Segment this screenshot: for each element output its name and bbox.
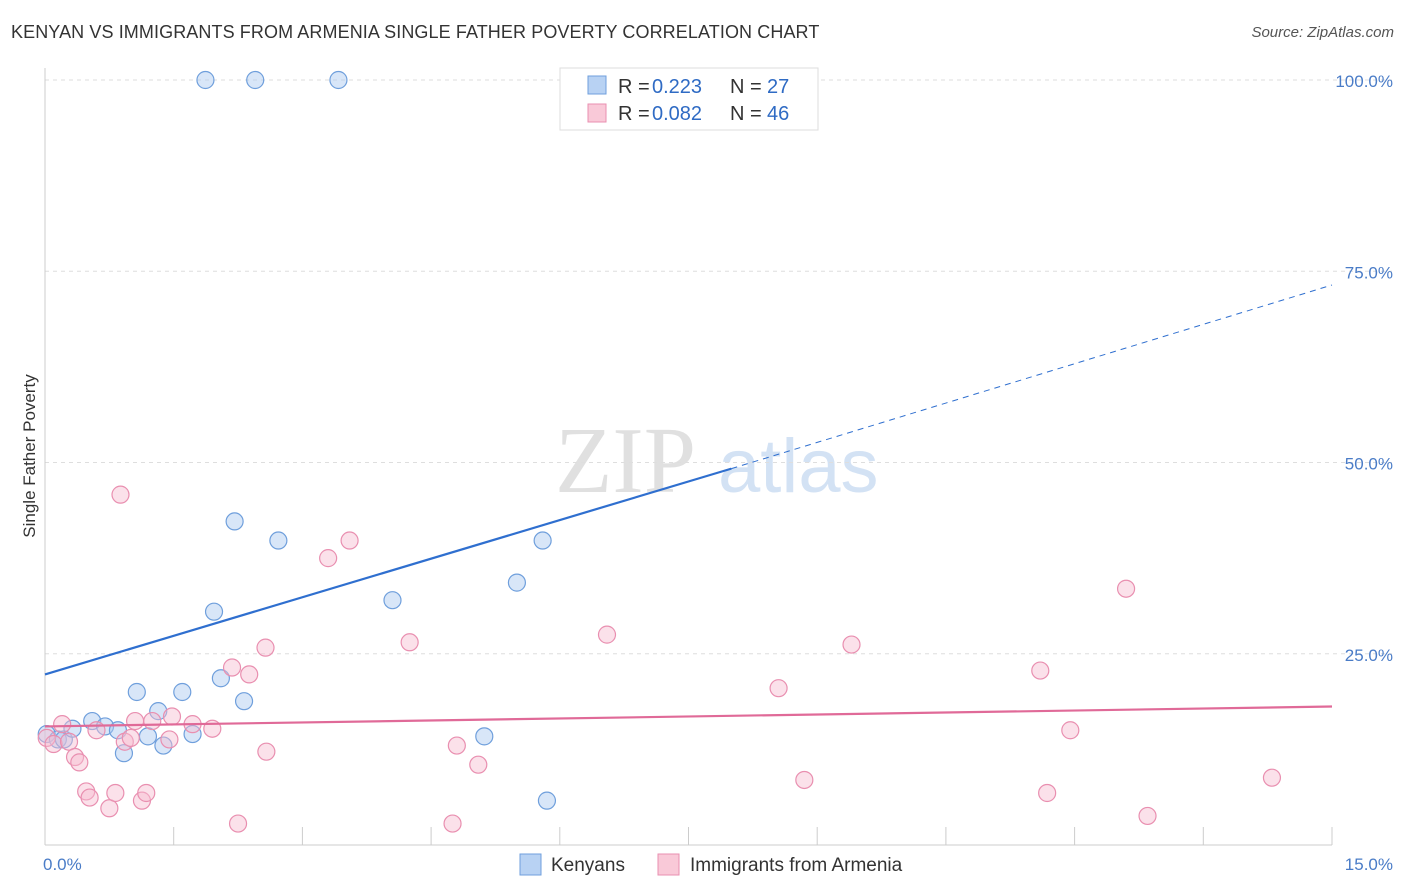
armenia-point — [240, 665, 259, 684]
legend-r-label-2: R = — [618, 103, 650, 125]
armenia-point — [160, 730, 179, 749]
kenyan-point — [127, 682, 146, 702]
bottom-legend-swatch-armenia — [657, 853, 680, 876]
armenia-point — [842, 635, 861, 654]
armenia-point — [400, 633, 419, 652]
y-tick-label: 100.0% — [1335, 72, 1393, 91]
watermark-atlas: atlas — [718, 424, 879, 509]
legend-box: R = 0.223 N = 27 R = 0.082 N = 46 — [559, 67, 819, 131]
armenia-point — [1031, 661, 1050, 680]
armenia-point — [143, 711, 162, 731]
kenyan-point — [475, 727, 494, 746]
bottom-legend-label-armenia: Immigrants from Armenia — [690, 855, 903, 876]
chart-title: KENYAN VS IMMIGRANTS FROM ARMENIA SINGLE… — [11, 22, 820, 42]
series-kenyans-points — [37, 70, 557, 810]
kenyan-point — [246, 70, 265, 90]
kenyan-trendline-extension — [731, 284, 1333, 470]
armenia-point — [257, 742, 276, 761]
kenyan-point — [234, 692, 254, 711]
y-axis-title: Single Father Poverty — [20, 374, 39, 538]
armenia-point — [340, 531, 359, 550]
armenia-point — [137, 783, 156, 803]
legend-swatch-kenyans — [587, 75, 607, 95]
armenia-point — [1038, 783, 1057, 803]
armenia-trendline — [44, 705, 1333, 728]
armenia-point — [121, 728, 140, 748]
armenia-point — [447, 736, 466, 755]
armenia-point — [443, 814, 462, 833]
legend-n-value-2: 46 — [767, 103, 789, 125]
source-label: Source: ZipAtlas.com — [1251, 24, 1394, 41]
armenia-point — [44, 734, 63, 754]
series-armenia-points — [37, 485, 1282, 833]
armenia-point — [1116, 579, 1136, 598]
legend-n-label-1: N = — [730, 76, 762, 98]
kenyan-point — [537, 791, 557, 810]
kenyan-point — [138, 727, 158, 746]
armenia-point — [53, 715, 72, 734]
kenyan-trendline — [44, 467, 732, 676]
armenia-point — [319, 549, 338, 568]
kenyan-point — [225, 512, 244, 531]
armenia-point — [106, 783, 125, 803]
kenyan-point — [269, 531, 288, 550]
armenia-point — [769, 679, 788, 698]
armenia-point — [125, 711, 145, 731]
kenyan-point — [329, 70, 348, 90]
gridlines — [45, 79, 1392, 655]
x-tick-label-max: 15.0% — [1345, 855, 1393, 874]
y-tick-label: 25.0% — [1345, 646, 1393, 665]
legend-n-value-1: 27 — [767, 76, 789, 98]
kenyan-point — [204, 602, 224, 621]
kenyan-point — [533, 531, 552, 550]
kenyan-point — [383, 591, 402, 610]
armenia-point — [228, 814, 248, 833]
armenia-point — [100, 799, 119, 818]
bottom-legend: Kenyans Immigrants from Armenia — [519, 853, 903, 876]
armenia-point — [222, 658, 242, 677]
legend-swatch-armenia — [587, 103, 607, 123]
kenyan-point — [183, 724, 202, 744]
bottom-legend-swatch-kenyans — [519, 853, 542, 876]
kenyan-point — [196, 70, 215, 90]
armenia-point — [162, 707, 182, 726]
kenyan-point — [211, 669, 230, 688]
legend-r-label-1: R = — [618, 76, 650, 98]
armenia-point — [597, 625, 617, 644]
armenia-point — [80, 788, 99, 807]
armenia-point — [70, 753, 89, 772]
armenia-point — [1262, 768, 1282, 787]
armenia-point — [256, 638, 275, 657]
x-tick-label-min: 0.0% — [43, 855, 82, 874]
watermark-zip: ZIP — [555, 409, 696, 513]
armenia-point — [87, 721, 106, 740]
legend-r-value-2: 0.082 — [652, 103, 702, 125]
armenia-point — [37, 728, 56, 748]
legend-r-value-1: 0.223 — [652, 76, 702, 98]
armenia-point — [59, 732, 79, 751]
armenia-point — [469, 755, 488, 774]
bottom-legend-label-kenyans: Kenyans — [551, 855, 625, 876]
armenia-point — [795, 770, 814, 790]
armenia-point — [1061, 721, 1080, 740]
y-tick-label: 50.0% — [1345, 455, 1393, 474]
y-tick-label: 75.0% — [1345, 263, 1393, 282]
legend-n-label-2: N = — [730, 103, 762, 125]
y-tick-labels: 25.0% 50.0% 75.0% 100.0% — [1335, 72, 1393, 665]
kenyan-point — [149, 702, 168, 721]
trendlines — [44, 284, 1333, 728]
kenyan-point — [173, 682, 192, 702]
kenyan-point — [507, 573, 527, 592]
x-axis-ticks — [44, 827, 1333, 845]
armenia-point — [111, 485, 130, 504]
armenia-point — [1138, 806, 1157, 826]
